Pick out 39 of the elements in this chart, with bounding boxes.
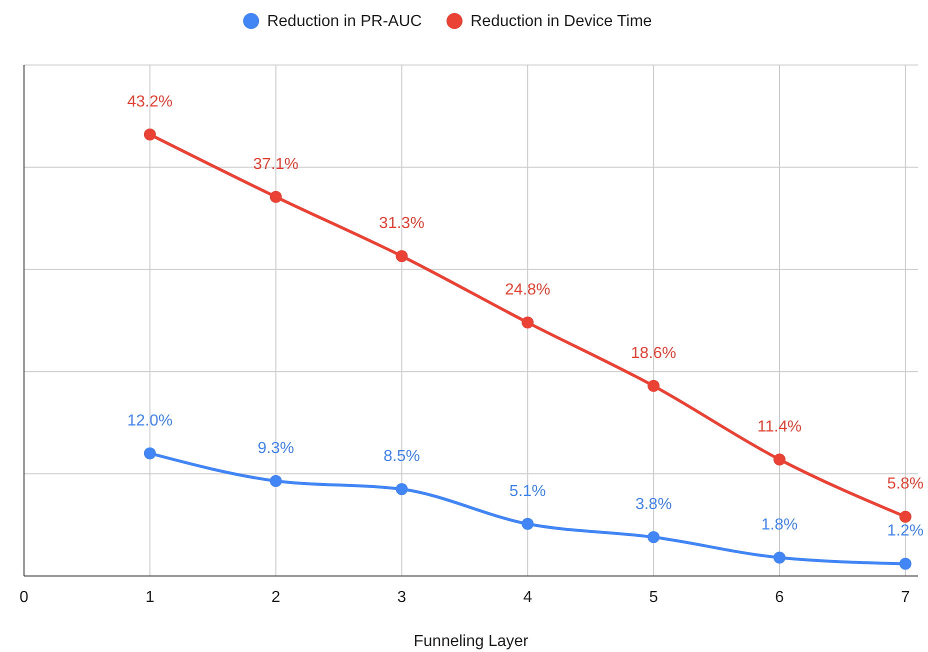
point — [270, 474, 282, 487]
point — [522, 316, 534, 329]
point — [899, 558, 912, 570]
point — [773, 552, 786, 564]
point — [648, 531, 660, 544]
point — [396, 250, 408, 262]
data-label: 9.3% — [258, 440, 294, 457]
point — [270, 190, 282, 203]
x-tick-label: 7 — [900, 589, 910, 606]
point — [899, 510, 912, 523]
x-tick-label: 0 — [20, 589, 29, 606]
x-tick-label: 5 — [649, 589, 658, 606]
x-tick-label: 3 — [397, 589, 406, 606]
point — [144, 128, 156, 140]
x-tick-label: 2 — [271, 589, 280, 606]
data-label: 1.8% — [761, 516, 798, 534]
data-label: 5.1% — [509, 482, 546, 500]
data-label: 11.4% — [757, 418, 802, 436]
data-label: 3.8% — [635, 496, 672, 514]
x-tick-label: 1 — [145, 589, 154, 606]
data-label: 1.2% — [887, 522, 924, 540]
data-label: 31.3% — [379, 215, 424, 232]
legend-label: Reduction in PR-AUC — [267, 13, 422, 30]
point — [773, 453, 786, 466]
legend-label: Reduction in Device Time — [470, 13, 652, 30]
data-label: 18.6% — [630, 344, 676, 362]
point — [396, 483, 408, 496]
x-axis-title: Funneling Layer — [414, 633, 530, 650]
point — [522, 518, 534, 530]
data-label: 37.1% — [253, 156, 299, 173]
point — [144, 447, 156, 460]
data-label: 12.0% — [127, 412, 173, 430]
data-label: 43.2% — [127, 93, 173, 110]
data-label: 5.8% — [887, 476, 924, 493]
data-label: 8.5% — [384, 448, 420, 466]
x-tick-label: 6 — [775, 589, 784, 606]
data-label: 24.8% — [504, 282, 550, 299]
point — [648, 380, 660, 392]
x-tick-label: 4 — [523, 589, 532, 606]
